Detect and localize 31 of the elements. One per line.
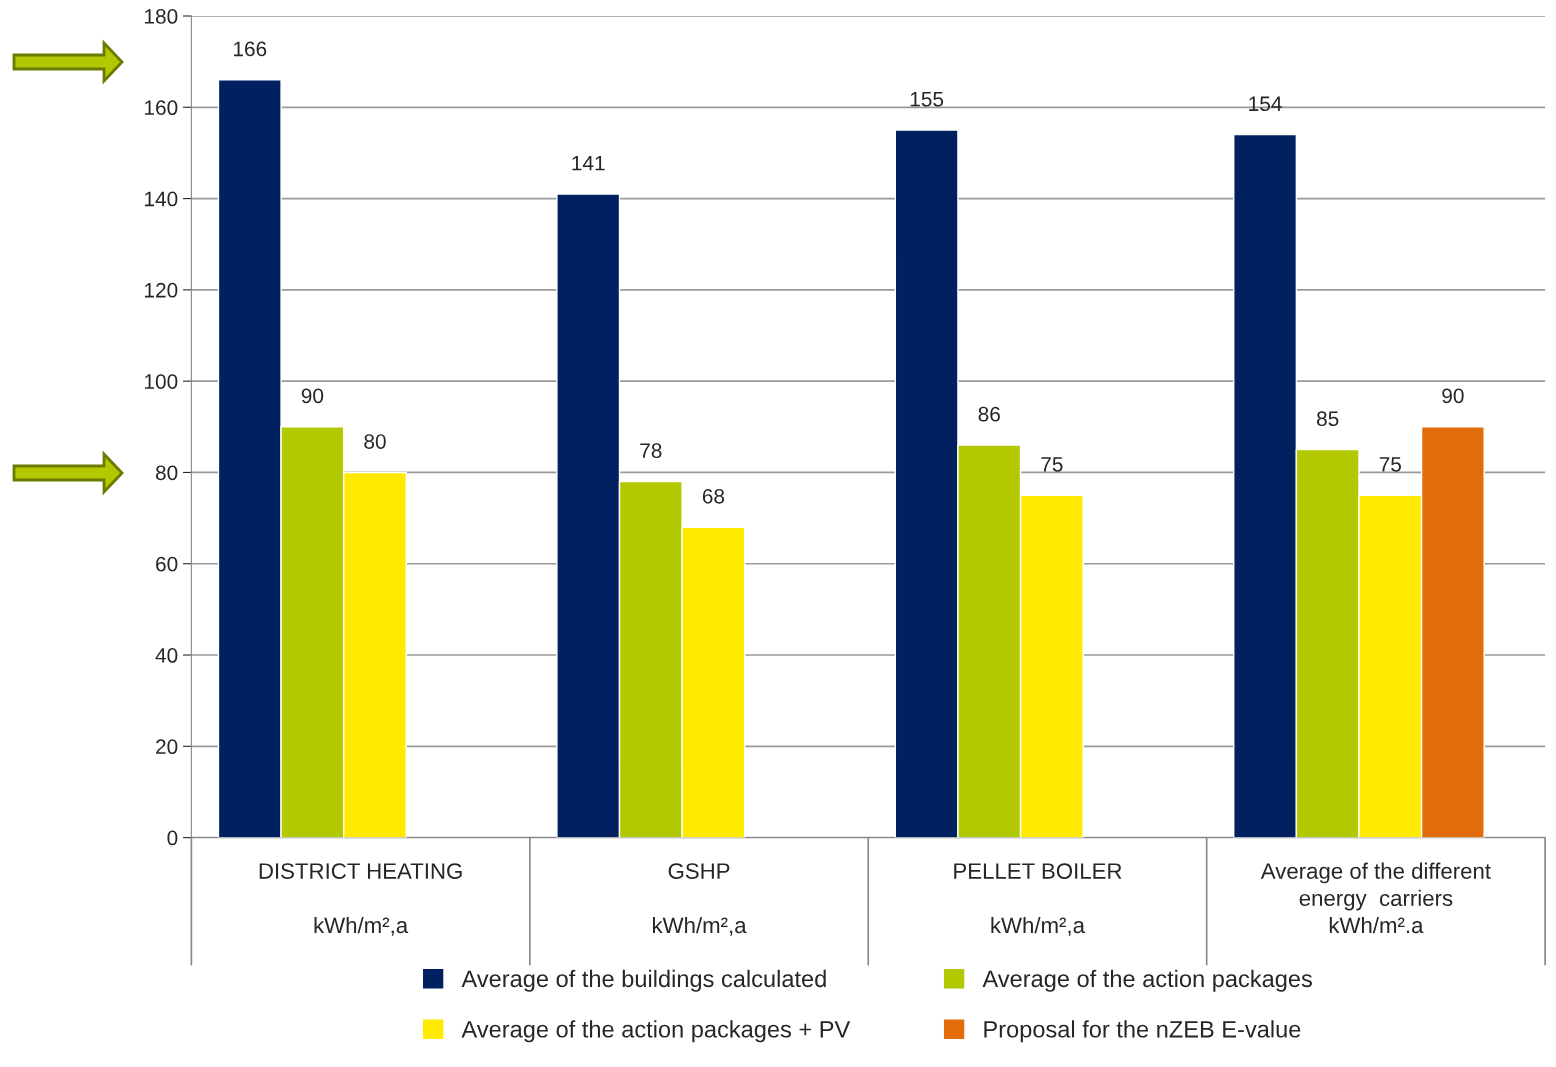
category-label: PELLET BOILER kWh/m²,a xyxy=(954,863,1122,936)
y-tick-label: 140 xyxy=(145,191,178,207)
y-tick-label: 0 xyxy=(167,830,178,846)
y-tick-label: 40 xyxy=(155,648,178,663)
y-tick-label: 100 xyxy=(145,374,178,389)
legend-label: Average of the action packages + PV xyxy=(461,1020,851,1043)
data-label: 90 xyxy=(301,388,324,404)
category-label: DISTRICT HEATING kWh/m²,a xyxy=(259,863,462,936)
data-label: 141 xyxy=(572,155,605,171)
y-tick-label: 20 xyxy=(156,739,178,755)
data-label: 154 xyxy=(1249,96,1282,112)
data-label: 155 xyxy=(910,92,944,107)
data-label: 86 xyxy=(978,406,1000,422)
y-tick-label: 80 xyxy=(155,465,178,481)
y-tick-label: 180 xyxy=(145,9,178,24)
legend-label: Proposal for the nZEB E-value xyxy=(984,1020,1301,1043)
y-tick-label: 60 xyxy=(156,556,178,572)
legend-label: Average of the buildings calculated xyxy=(461,969,826,992)
data-label: 75 xyxy=(1041,457,1063,472)
x-tick-label: Average of the different energy carriers kWh/m².a xyxy=(1260,862,1491,934)
y-tick-label: 120 xyxy=(145,282,178,298)
data-label: 85 xyxy=(1316,411,1339,427)
data-label: 78 xyxy=(640,443,662,459)
data-label: 90 xyxy=(1442,388,1464,404)
data-label: 80 xyxy=(364,434,386,449)
y-tick-label: 160 xyxy=(145,100,178,116)
data-label: 68 xyxy=(702,488,725,504)
legend-label: Average of the action packages xyxy=(982,969,1312,992)
data-label: 75 xyxy=(1379,457,1401,472)
category-label: GSHP kWh/m²,a xyxy=(653,863,747,936)
data-label: 166 xyxy=(233,41,267,57)
